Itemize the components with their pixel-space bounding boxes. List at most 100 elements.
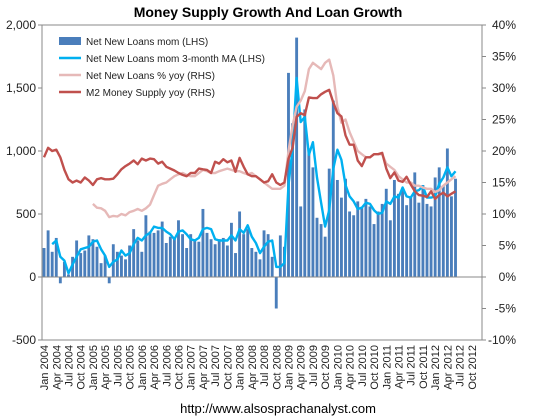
right-tick-label: -10% [488, 333, 516, 347]
bar [189, 234, 193, 277]
bar [246, 229, 250, 277]
bar [103, 255, 107, 277]
bar [397, 193, 400, 277]
bar [140, 251, 144, 277]
bar [205, 232, 209, 277]
bar [87, 235, 91, 277]
bar [54, 237, 58, 277]
bar [319, 224, 323, 277]
x-tick-label: Jul 2004 [63, 345, 75, 387]
left-tick-label: 1,000 [6, 144, 36, 158]
bar [107, 277, 111, 284]
bar [392, 179, 396, 277]
x-tick-label: Oct 2011 [418, 345, 430, 389]
right-tick-label: 35% [492, 50, 516, 64]
bar [152, 232, 156, 277]
x-tick-label: Jan 2012 [430, 345, 442, 390]
bar [95, 246, 99, 277]
x-tick-label: Apr 2009 [296, 345, 308, 390]
x-tick-label: Jul 2011 [406, 345, 418, 386]
x-tick-label: Jul 2005 [112, 345, 124, 387]
bar [307, 148, 311, 277]
bar [209, 239, 213, 277]
bar [421, 185, 425, 277]
bar [172, 237, 176, 277]
bar [413, 172, 417, 277]
bar [201, 208, 205, 277]
bar [270, 256, 274, 277]
bar [376, 211, 380, 277]
x-tick-label: Jul 2006 [161, 345, 173, 387]
x-tick-label: Oct 2009 [320, 345, 332, 390]
left-tick-label: -500 [12, 333, 36, 347]
bar [132, 229, 136, 277]
x-tick-label: Apr 2005 [100, 345, 112, 390]
x-tick-label: Apr 2008 [247, 345, 259, 390]
bar [315, 217, 319, 277]
legend-label: M2 Money Supply yoy (RHS) [86, 88, 215, 99]
right-tick-label: 10% [492, 207, 516, 221]
right-tick-label: 40% [492, 18, 516, 32]
legend-swatch [59, 37, 81, 45]
x-tick-label: Oct 2004 [76, 345, 88, 390]
x-tick-label: Jul 2007 [210, 345, 222, 387]
bar [197, 241, 201, 277]
x-tick-label: Jan 2005 [88, 345, 100, 390]
x-tick-label: Apr 2004 [51, 345, 63, 390]
bar [364, 198, 368, 277]
right-tick-label: 20% [492, 144, 516, 158]
bar [99, 263, 103, 277]
series-line-1 [51, 76, 457, 275]
bar [340, 197, 343, 277]
bar [291, 123, 294, 277]
bar-series [42, 37, 457, 309]
bar [327, 168, 331, 277]
bar [368, 206, 372, 277]
bar [185, 248, 189, 277]
bar [258, 259, 262, 277]
right-tick-label: -5% [495, 302, 517, 316]
bar [242, 234, 246, 277]
bar [429, 206, 433, 277]
bar [425, 203, 429, 277]
left-tick-label: 2,000 [6, 18, 36, 32]
bar [91, 239, 95, 277]
right-tick-label: 30% [492, 81, 516, 95]
left-tick-label: 500 [16, 207, 36, 221]
x-tick-label: Jan 2007 [186, 345, 198, 390]
right-tick-label: 25% [492, 113, 516, 127]
bar [238, 211, 242, 277]
bar [405, 205, 409, 277]
bar [401, 190, 404, 277]
x-tick-label: Jan 2006 [137, 345, 149, 390]
bar [454, 178, 457, 277]
series-line-3 [42, 88, 457, 201]
chart-title: Money Supply Growth And Loan Growth [134, 4, 403, 20]
bar [230, 222, 233, 277]
bar [417, 202, 421, 277]
bar [380, 203, 384, 277]
x-tick-label: Oct 2010 [369, 345, 381, 390]
x-tick-label: Apr 2011 [393, 345, 405, 389]
bar [356, 201, 360, 277]
left-tick-label: 0 [29, 270, 36, 284]
bar [437, 167, 441, 277]
bar [344, 178, 347, 277]
x-tick-label: Jul 2012 [455, 345, 467, 387]
right-tick-label: 0% [499, 270, 517, 284]
bar [254, 251, 258, 277]
bar [234, 253, 237, 277]
x-tick-label: Jul 2009 [308, 345, 320, 387]
bar [193, 239, 197, 277]
bar [42, 248, 46, 277]
bar [409, 196, 413, 277]
bar [348, 211, 352, 277]
x-tick-label: Jan 2009 [283, 345, 295, 390]
bar [262, 230, 266, 277]
bar [164, 242, 168, 277]
x-tick-label: Jul 2010 [357, 345, 369, 387]
right-tick-label: 5% [499, 239, 517, 253]
bar [303, 109, 307, 277]
